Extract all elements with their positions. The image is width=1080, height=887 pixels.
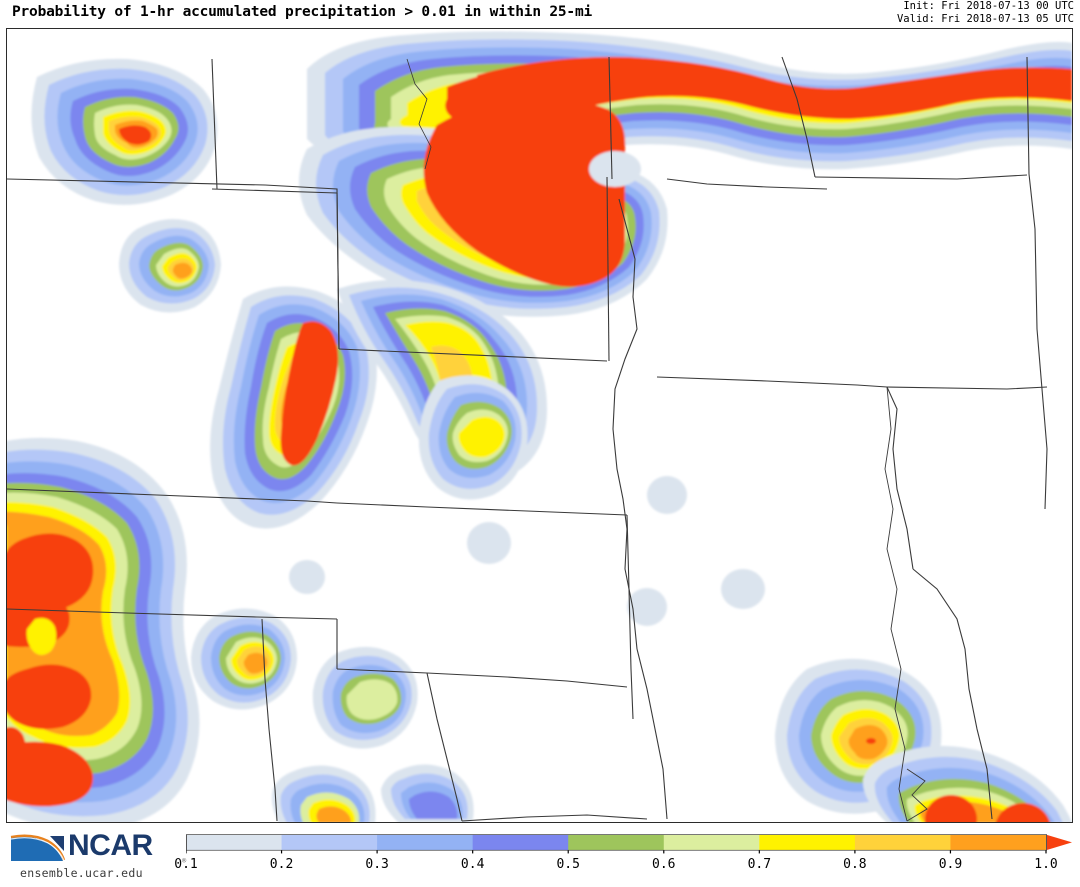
ncar-wordmark: NCAR [68,829,153,862]
colorbar-tick-label: 0.7 [747,857,772,872]
contour-layer [7,31,1072,822]
colorbar-tick-label: 0.4 [460,857,485,872]
state-boundaries [7,56,1048,822]
contour-feature-panhandle-cell [191,608,297,710]
contour-feature-mississippi-cells [862,745,1072,822]
colorbar-tick-label: 0.1 [174,857,198,872]
colorbar-band [568,834,665,851]
colorbar-tick-label: 0.6 [652,857,676,872]
colorbar-tick-label: 0.9 [938,857,963,872]
colorbar-extend-arrow [1046,834,1072,851]
contour-feature-small-cells-south [271,646,474,822]
colorbar-tick-label: 0.8 [843,857,867,872]
colorbar-band [281,834,378,851]
colorbar-band [663,834,760,851]
colorbar-band [377,834,474,851]
colorbar-tick-labels: 0.1 0.2 0.3 0.4 0.5 0.6 0.7 0.8 0.9 1.0 [174,857,1072,877]
probability-contour-map[interactable] [7,29,1072,822]
colorbar-tick-label: 0.5 [556,857,580,872]
contour-feature-small-cell-a [119,219,221,313]
colorbar-band [950,834,1047,851]
colorbar-tick-label: 0.2 [269,857,294,872]
registered-mark: ® [182,857,187,865]
ncar-url[interactable]: ensemble.ucar.edu [20,866,143,880]
colorbar-swatches[interactable] [186,833,1072,855]
colorbar-band [186,834,283,851]
colorbar-outline [186,834,1047,851]
colorbar-tick-label: 1.0 [1034,857,1058,872]
contour-feature-nebraska-core [210,286,377,529]
ncar-logo[interactable]: NCAR ensemble.ucar.edu ® [6,829,186,881]
init-time-label: Init: Fri 2018-07-13 00 UTC [903,0,1074,12]
contour-feature-southwest-complex [7,437,200,822]
colorbar-tick-label: 0.3 [365,857,389,872]
forecast-time-block: Init: Fri 2018-07-13 00 UTC Valid: Fri 2… [897,0,1074,26]
ncar-logo-mark [10,833,66,862]
contour-feature-dakota-core [299,98,668,317]
contour-feature-misc-cells [418,375,528,500]
valid-time-label: Valid: Fri 2018-07-13 05 UTC [896,13,1074,25]
contour-feature-northwest-core [31,58,218,205]
map-footer: NCAR ensemble.ucar.edu ® 0.1 0.2 0.3 0.4 0.5… [0,823,1080,887]
map-frame[interactable] [6,28,1073,823]
colorbar-band [759,834,856,851]
contour-feature-faint-patches [289,151,765,626]
page-title: Probability of 1-hr accumulated precipit… [12,4,593,20]
colorbar[interactable]: 0.1 0.2 0.3 0.4 0.5 0.6 0.7 0.8 0.9 1.0 [174,833,1072,881]
colorbar-band [472,834,569,851]
colorbar-band [854,834,952,851]
map-header: Probability of 1-hr accumulated precipit… [0,0,1080,28]
